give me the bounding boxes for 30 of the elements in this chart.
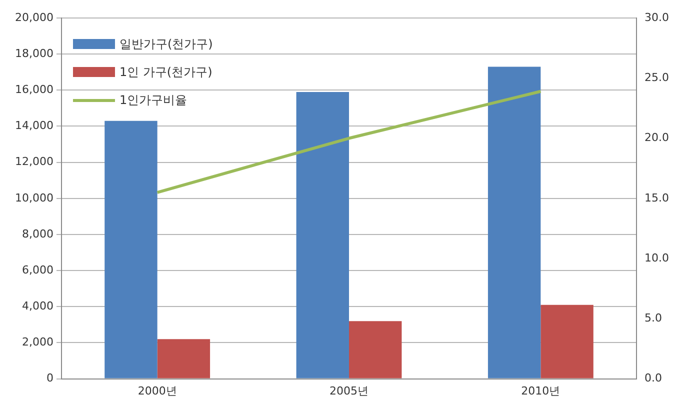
y2-tick-label: 20.0 (644, 131, 670, 144)
bar (349, 321, 402, 378)
bar (296, 92, 349, 378)
y-tick-label: 20,000 (14, 10, 54, 24)
y-tick-label: 18,000 (14, 46, 54, 60)
bar (157, 339, 210, 378)
legend-label: 1인 가구(천가구) (119, 64, 212, 81)
x-tick-label: 2005년 (330, 384, 368, 398)
y2-tick-label: 25.0 (644, 70, 670, 84)
y-tick-label: 14,000 (14, 119, 54, 132)
y2-tick-label: 0.0 (644, 372, 662, 385)
legend-label: 일반가구(천가구) (119, 36, 213, 53)
x-tick-label: 2000년 (138, 384, 177, 398)
y2-tick-label: 5.0 (644, 312, 662, 325)
bar (540, 304, 594, 378)
y-tick-label: 2,000 (22, 336, 54, 349)
y-tick-label: 0 (46, 372, 54, 385)
y2-tick-label: 30.0 (644, 10, 670, 24)
y-tick-label: 10,000 (14, 191, 54, 204)
legend-label: 1인가구비율 (119, 92, 188, 109)
y-tick-label: 16,000 (14, 83, 54, 96)
y-tick-label: 4,000 (22, 300, 54, 312)
y-tick-label: 8,000 (22, 227, 54, 240)
bar (488, 66, 541, 378)
y-tick-label: 6,000 (22, 263, 54, 276)
x-tick-label: 2010년 (521, 384, 560, 398)
y2-tick-label: 15.0 (644, 191, 670, 204)
y-tick-label: 12,000 (14, 155, 54, 168)
y2-tick-label: 10.0 (644, 251, 670, 264)
bar (104, 120, 158, 378)
